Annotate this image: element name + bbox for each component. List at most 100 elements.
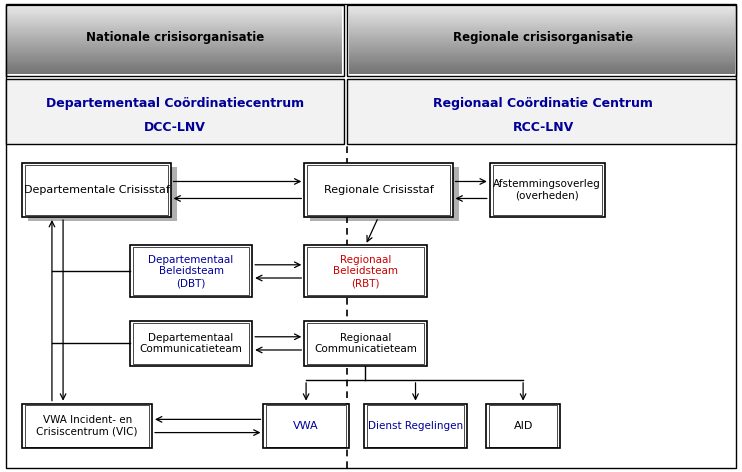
Bar — [349, 24, 735, 25]
Bar — [130, 245, 252, 297]
Bar — [349, 54, 735, 55]
Bar — [349, 52, 735, 53]
Bar — [349, 44, 735, 45]
Bar — [7, 58, 342, 59]
Text: AID: AID — [513, 421, 533, 431]
Bar — [7, 16, 342, 17]
Bar — [349, 41, 735, 42]
Bar — [349, 16, 735, 17]
Bar — [7, 7, 342, 8]
Bar — [7, 42, 342, 43]
Bar — [349, 65, 735, 66]
Bar — [493, 165, 602, 215]
Bar — [349, 72, 735, 73]
Bar — [25, 405, 149, 447]
Bar — [7, 70, 342, 71]
Bar — [7, 71, 342, 72]
Text: RCC-LNV: RCC-LNV — [513, 121, 574, 134]
Bar — [7, 68, 342, 70]
Bar — [7, 35, 342, 36]
Bar — [349, 10, 735, 11]
Text: Afstemmingsoverleg
(overheden): Afstemmingsoverleg (overheden) — [493, 179, 601, 201]
Bar — [304, 321, 427, 366]
Text: Departementaal
Beleidsteam
(DBT): Departementaal Beleidsteam (DBT) — [148, 255, 234, 288]
Bar — [7, 37, 342, 38]
Bar — [349, 56, 735, 58]
Bar — [7, 31, 342, 32]
Bar — [349, 53, 735, 54]
Bar — [130, 321, 252, 366]
Bar — [7, 29, 342, 31]
Bar — [7, 62, 342, 63]
Bar — [307, 247, 424, 295]
Bar — [307, 323, 424, 364]
Bar — [349, 50, 735, 51]
Bar — [7, 13, 342, 14]
Bar — [349, 29, 735, 31]
Bar — [349, 7, 735, 8]
Bar — [7, 41, 342, 42]
Text: Regionaal Coördinatie Centrum: Regionaal Coördinatie Centrum — [433, 97, 653, 110]
Bar — [349, 68, 735, 70]
Bar — [349, 59, 735, 61]
Text: Dienst Regelingen: Dienst Regelingen — [368, 421, 463, 431]
Bar — [349, 19, 735, 20]
Bar — [349, 36, 735, 37]
Text: Departementale Crisisstaf: Departementale Crisisstaf — [24, 185, 169, 195]
Bar — [7, 32, 342, 33]
Bar — [349, 42, 735, 43]
Bar — [7, 20, 342, 22]
Bar — [263, 404, 349, 448]
Bar — [349, 47, 735, 49]
Bar — [349, 46, 735, 47]
Bar — [367, 405, 464, 447]
Bar — [7, 56, 342, 58]
Bar — [7, 26, 342, 27]
Bar — [349, 43, 735, 44]
Bar — [349, 40, 735, 41]
Bar — [349, 66, 735, 67]
Bar — [7, 66, 342, 67]
Text: Regionale crisisorganisatie: Regionale crisisorganisatie — [453, 31, 633, 43]
Text: Regionaal
Communicatieteam: Regionaal Communicatieteam — [314, 333, 417, 354]
Bar — [349, 70, 735, 71]
Bar — [7, 11, 342, 13]
Bar — [22, 163, 171, 217]
Bar — [349, 13, 735, 14]
Bar — [489, 405, 557, 447]
Bar — [7, 25, 342, 26]
Bar — [7, 22, 342, 23]
Bar — [349, 8, 735, 9]
Bar — [7, 28, 342, 29]
Bar — [349, 49, 735, 50]
Bar — [6, 5, 344, 76]
Bar — [364, 404, 467, 448]
Bar — [349, 34, 735, 35]
Bar — [349, 20, 735, 22]
Bar — [7, 38, 342, 40]
Bar — [490, 163, 605, 217]
Bar — [349, 23, 735, 24]
Text: Regionale Crisisstaf: Regionale Crisisstaf — [324, 185, 433, 195]
Bar — [7, 36, 342, 37]
Text: Departementaal
Communicatieteam: Departementaal Communicatieteam — [139, 333, 243, 354]
Bar — [133, 323, 249, 364]
Bar — [7, 34, 342, 35]
Text: VWA Incident- en
Crisiscentrum (VIC): VWA Incident- en Crisiscentrum (VIC) — [36, 415, 138, 437]
Bar — [7, 17, 342, 18]
Bar — [347, 5, 736, 76]
Bar — [7, 49, 342, 50]
Bar — [349, 35, 735, 36]
Bar — [7, 15, 342, 16]
Bar — [349, 17, 735, 18]
Bar — [7, 45, 342, 46]
Bar — [133, 247, 249, 295]
Bar — [266, 405, 346, 447]
Bar — [7, 50, 342, 51]
Text: Nationale crisisorganisatie: Nationale crisisorganisatie — [86, 31, 264, 43]
Bar — [349, 67, 735, 68]
Bar — [349, 64, 735, 65]
Bar — [7, 59, 342, 61]
Bar — [349, 55, 735, 56]
Bar — [304, 245, 427, 297]
